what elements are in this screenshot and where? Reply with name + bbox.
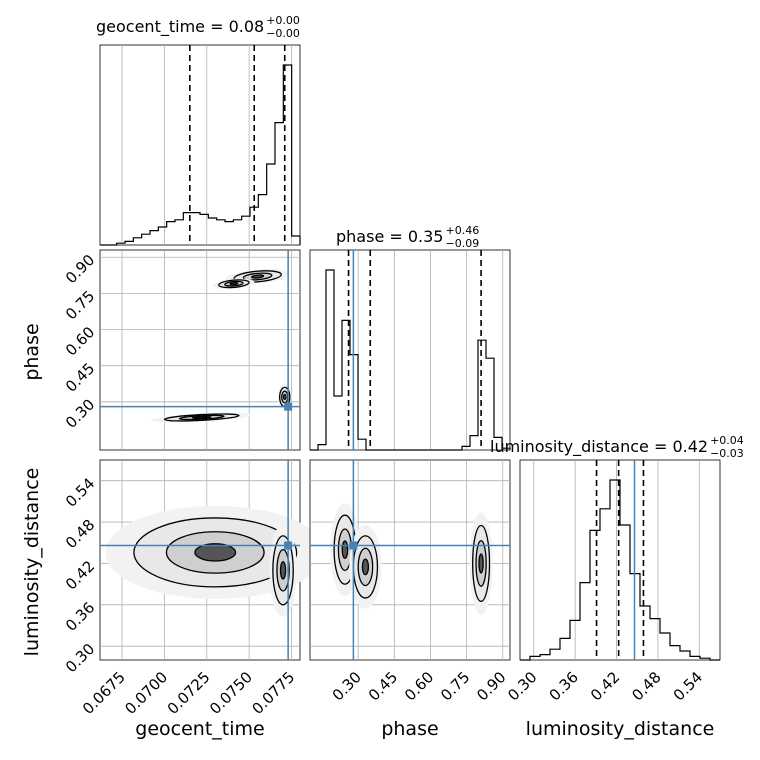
title-upper-error: +0.46	[445, 224, 479, 237]
tick-label-y: 0.36	[62, 598, 98, 634]
tick-label-x: 0.75	[437, 668, 473, 704]
title-luminosity-distance: luminosity_distance = 0.42	[490, 437, 708, 457]
tick-label-x: 0.30	[504, 668, 540, 704]
xlabel-geocent-time: geocent_time	[135, 718, 264, 740]
tick-label-x: 0.42	[587, 668, 623, 704]
panel-phase-vs-luminosity_distance	[309, 459, 511, 661]
truth-marker	[284, 402, 293, 411]
tick-label-x: 0.60	[401, 668, 437, 704]
histogram-step	[310, 269, 511, 451]
panel-phase-hist	[309, 249, 511, 451]
tick-label-y: 0.60	[62, 323, 98, 359]
truth-marker	[284, 541, 293, 550]
contour-inner	[279, 561, 287, 580]
tick-label-x: 0.54	[670, 668, 706, 704]
tick-label-x: 0.90	[473, 668, 509, 704]
ylabel-phase: phase	[21, 323, 43, 380]
title-lower-error: −0.09	[445, 237, 479, 250]
tick-label-x: 0.45	[365, 668, 401, 704]
contour-inner	[191, 415, 212, 419]
tick-label-y: 0.42	[62, 557, 98, 593]
tick-label-x: 0.30	[329, 668, 365, 704]
contour-inner	[341, 540, 349, 559]
panel-geocent_time-hist	[99, 44, 301, 246]
truth-marker	[349, 541, 358, 550]
panel-frame	[309, 249, 511, 451]
title-upper-error: +0.04	[710, 434, 744, 447]
tick-label-y: 0.54	[62, 474, 98, 510]
panel-frame	[99, 44, 301, 246]
title-upper-error: +0.00	[266, 14, 300, 27]
tick-label-y: 0.30	[62, 395, 98, 431]
contour-inner	[251, 274, 265, 279]
xlabel-luminosity-distance: luminosity_distance	[526, 718, 715, 740]
title-phase: phase = 0.35	[336, 227, 443, 246]
panel-luminosity_distance-hist	[519, 459, 721, 661]
histogram-step	[100, 64, 301, 246]
contour-inner	[229, 282, 239, 286]
panel-geocent_time-vs-luminosity_distance	[99, 459, 326, 661]
histogram-step	[520, 479, 720, 661]
tick-label-y: 0.75	[62, 287, 98, 323]
tick-label-y: 0.48	[62, 516, 98, 552]
contour-inner	[361, 558, 370, 576]
tick-label-x: 0.36	[546, 668, 582, 704]
tick-label-y: 0.90	[62, 251, 98, 287]
tick-label-y: 0.45	[62, 359, 98, 395]
title-lower-error: −0.00	[266, 27, 300, 40]
tick-label-x: 0.0725	[164, 668, 214, 718]
tick-label-y: 0.30	[62, 640, 98, 676]
tick-label-x: 0.0700	[121, 668, 171, 718]
tick-label-x: 0.0675	[79, 668, 129, 718]
tick-label-x: 0.0750	[206, 668, 256, 718]
panels-layer	[99, 44, 721, 661]
title-lower-error: −0.03	[710, 447, 744, 460]
tick-label-x: 0.0775	[249, 668, 299, 718]
title-geocent-time: geocent_time = 0.08	[96, 17, 264, 37]
contour-inner	[478, 553, 484, 574]
contour-inner	[194, 543, 237, 562]
contour-inner	[282, 393, 287, 401]
xlabel-phase: phase	[381, 718, 438, 740]
ylabel-luminosity-distance: luminosity_distance	[21, 468, 43, 657]
panel-geocent_time-vs-phase	[99, 249, 301, 451]
tick-label-x: 0.48	[628, 668, 664, 704]
